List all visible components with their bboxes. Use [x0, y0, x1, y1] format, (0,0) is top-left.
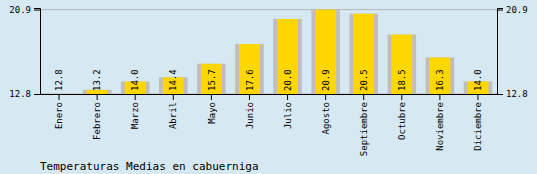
x-tick: Septiembre: [359, 94, 369, 156]
title: Temperaturas Medias en cabuerniga: [40, 160, 259, 173]
bar: [239, 44, 260, 94]
x-tick: Noviembre: [435, 94, 445, 151]
x-tick-mark: [59, 94, 60, 100]
x-tick-label: Marzo: [130, 102, 140, 129]
x-tick: Agosto: [321, 94, 331, 135]
y2-tick-label: 12.8: [506, 89, 528, 99]
bar-backdrop: [273, 19, 302, 94]
bar-backdrop: [45, 94, 74, 95]
x-tick-label: Octubre: [397, 102, 407, 140]
y-tick-mark: [34, 94, 40, 95]
y-tick: 12.8: [9, 89, 40, 99]
x-axis-line: [41, 94, 498, 95]
data-label: 14.0: [473, 69, 483, 91]
grid: [40, 10, 497, 94]
data-label: 17.6: [245, 69, 255, 91]
grid-line: [40, 9, 497, 10]
y2-tick: 12.8: [497, 89, 528, 99]
x-tick-mark: [401, 94, 402, 100]
data-label: 12.8: [54, 69, 64, 91]
x-tick-label: Enero: [54, 102, 64, 129]
y2-axis: 12.8 20.9: [497, 5, 528, 99]
bar-backdrop: [235, 44, 264, 94]
x-tick-label: Julio: [283, 102, 293, 129]
bar-backdrop: [197, 64, 226, 94]
data-label: 16.3: [435, 69, 445, 91]
x-tick-mark: [135, 94, 136, 100]
x-tick: Abril: [168, 94, 178, 129]
bar: [353, 14, 374, 94]
y2-tick-label: 20.9: [506, 5, 528, 15]
data-label: 14.0: [130, 69, 140, 91]
x-tick: Febrero: [92, 94, 102, 140]
bar: [201, 64, 222, 94]
x-tick-label: Diciembre: [473, 102, 483, 151]
y2-tick-mark: [497, 94, 503, 95]
bar: [315, 10, 336, 94]
x-tick: Enero: [54, 94, 64, 129]
x-tick-mark: [97, 94, 98, 100]
y2-tick-mark: [497, 10, 503, 11]
x-tick-mark: [325, 94, 326, 100]
data-label: 20.9: [321, 69, 331, 91]
bar-backdrop: [426, 58, 455, 94]
data-label: 14.4: [168, 69, 178, 91]
data-label: 20.0: [283, 69, 293, 91]
plot: Enero Febrero Marzo Abril Mayo Junio Julio Agos…: [9, 5, 527, 156]
bar-backdrop: [388, 35, 417, 94]
x-tick-label: Agosto: [321, 102, 331, 135]
bar: [49, 94, 70, 95]
y2-tick: 20.9: [497, 5, 528, 15]
data-label: 15.7: [207, 69, 217, 91]
y-tick-mark: [34, 10, 40, 11]
x-tick-mark: [211, 94, 212, 100]
data-label: 18.5: [397, 69, 407, 91]
x-tick: Junio: [245, 94, 255, 129]
x-tick-mark: [363, 94, 364, 100]
y-tick-label: 20.9: [9, 5, 31, 15]
chart: Enero Febrero Marzo Abril Mayo Junio Julio Agos…: [0, 0, 537, 174]
x-tick: Diciembre: [473, 94, 483, 151]
x-tick-label: Septiembre: [359, 102, 369, 156]
data-labels: 12.8 13.2 14.0 14.4 15.7 17.6 20.0 20.9 20.5 18.5…: [54, 69, 483, 91]
y-axis: 12.8 20.9: [9, 5, 40, 99]
bar: [277, 19, 298, 94]
x-axis: Enero Febrero Marzo Abril Mayo Junio Julio Agos…: [41, 94, 498, 156]
bar: [429, 58, 450, 94]
x-tick-label: Febrero: [92, 102, 102, 140]
bar: [391, 35, 412, 94]
x-tick-mark: [439, 94, 440, 100]
x-tick-mark: [249, 94, 250, 100]
x-tick-mark: [287, 94, 288, 100]
x-tick: Mayo: [207, 94, 217, 124]
data-label: 13.2: [92, 69, 102, 91]
x-tick-label: Mayo: [207, 102, 217, 124]
bars: [83, 10, 492, 94]
y-tick: 20.9: [9, 5, 40, 15]
x-tick: Julio: [283, 94, 293, 129]
x-tick-label: Abril: [168, 102, 178, 129]
y2-axis-line: [498, 9, 504, 95]
x-tick-label: Noviembre: [435, 102, 445, 151]
x-tick-mark: [477, 94, 478, 100]
x-tick-mark: [173, 94, 174, 100]
bar-backdrop: [349, 14, 378, 94]
x-tick: Octubre: [397, 94, 407, 140]
x-tick-label: Junio: [245, 102, 255, 129]
x-tick: Marzo: [130, 94, 140, 129]
bar-backdrop: [311, 10, 340, 94]
y-axis-line: [34, 9, 41, 95]
data-label: 20.5: [359, 69, 369, 91]
y-tick-label: 12.8: [9, 89, 31, 99]
